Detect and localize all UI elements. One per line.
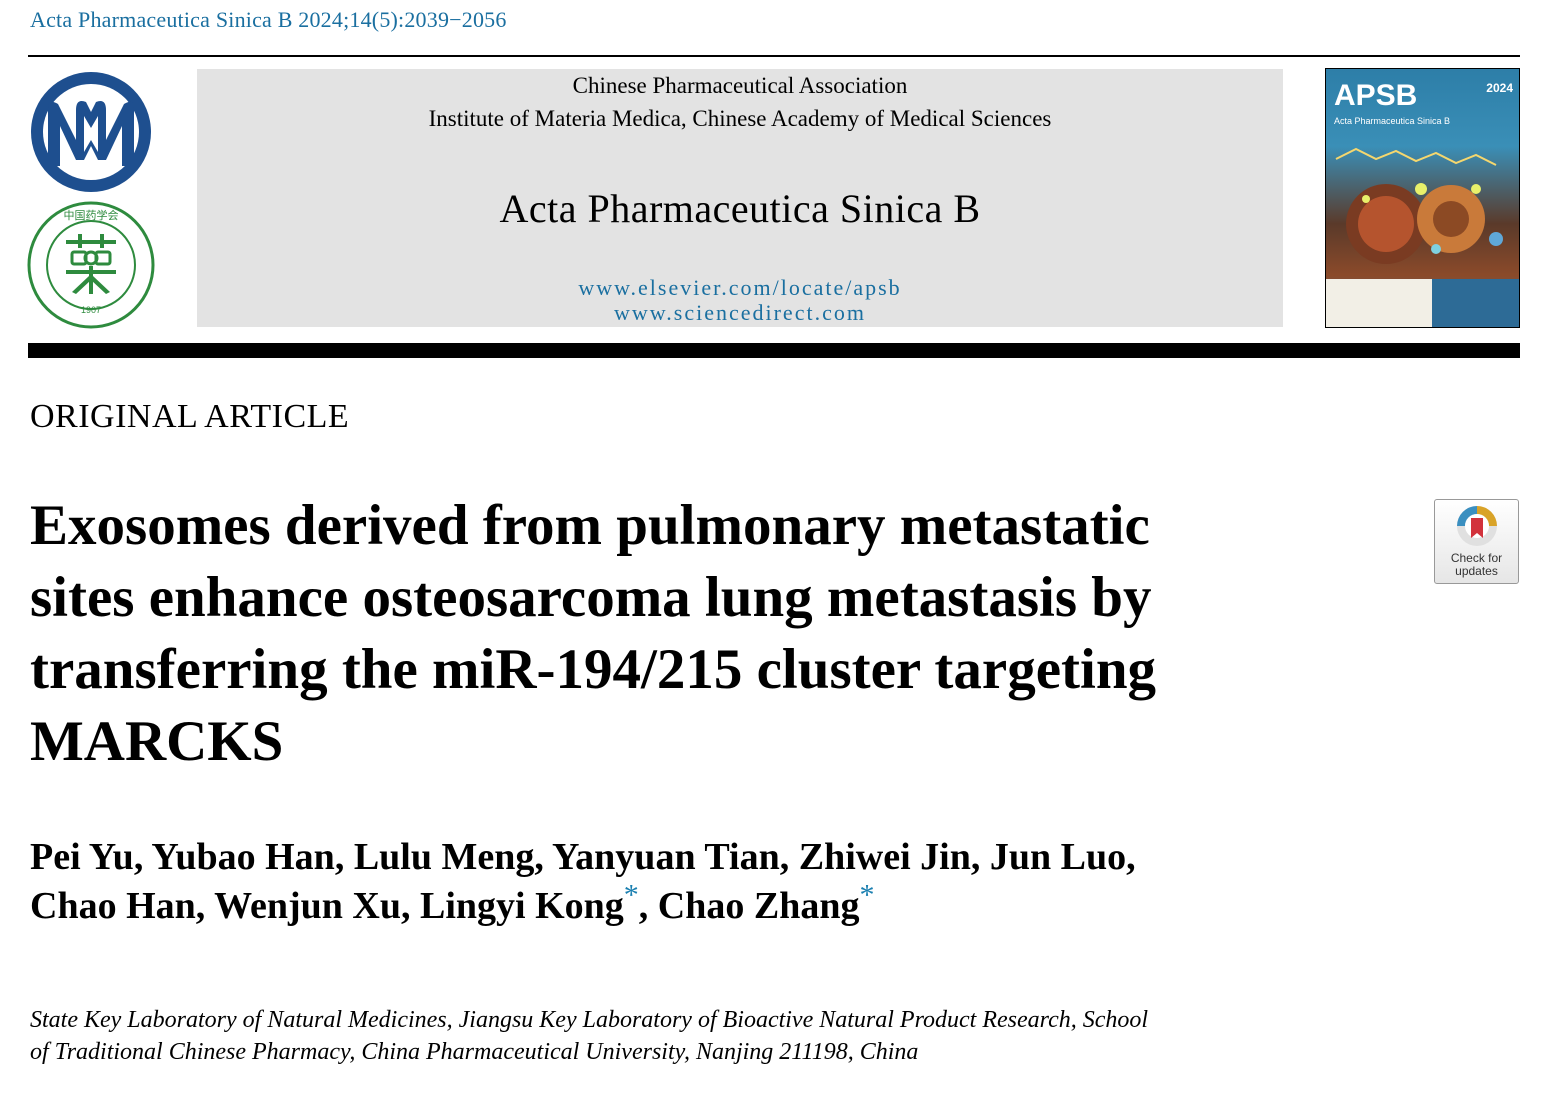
corresponding-author-mark[interactable]: * xyxy=(623,878,639,912)
affiliation-line: of Traditional Chinese Pharmacy, China P… xyxy=(30,1039,919,1065)
cover-illustration xyxy=(1335,147,1503,264)
authors-line: Pei Yu, Yubao Han, Lulu Meng, Yanyuan Ti… xyxy=(30,836,1136,878)
cover-subtitle: Acta Pharmaceutica Sinica B xyxy=(1334,116,1451,126)
cover-logo: APSB xyxy=(1334,79,1418,112)
check-for-updates-label: Check for updates xyxy=(1450,551,1503,578)
authors-line: Chao Han, Wenjun Xu, Lingyi Kong*, Chao … xyxy=(30,878,875,927)
elsevier-link[interactable]: www.elsevier.com/locate/apsb xyxy=(578,275,902,300)
title-line: MARCKS xyxy=(30,710,284,773)
header-divider xyxy=(28,343,1520,358)
journal-name: Acta Pharmaceutica Sinica B xyxy=(499,186,981,231)
article-type: ORIGINAL ARTICLE xyxy=(30,398,350,435)
affiliation-line: State Key Laboratory of Natural Medicine… xyxy=(30,1007,1149,1033)
publisher-logos: 1907 中国药学会 xyxy=(26,68,156,330)
svg-text:中国药学会: 中国药学会 xyxy=(64,208,119,222)
title-line: transferring the miR-194/215 cluster tar… xyxy=(30,638,1157,701)
association-name: Chinese Pharmaceutical Association xyxy=(572,73,908,98)
journal-masthead: Chinese Pharmaceutical Association Insti… xyxy=(197,69,1283,327)
article-title: Exosomes derived from pulmonary metastat… xyxy=(30,490,1250,778)
institute-name: Institute of Materia Medica, Chinese Aca… xyxy=(428,106,1052,131)
top-divider xyxy=(28,55,1520,57)
chinese-pharmaceutical-association-seal-icon: 1907 中国药学会 xyxy=(27,201,155,329)
affiliation: State Key Laboratory of Natural Medicine… xyxy=(30,1004,1280,1068)
crossmark-icon xyxy=(1457,506,1497,546)
journal-citation: Acta Pharmaceutica Sinica B 2024;14(5):2… xyxy=(30,7,507,32)
title-line: sites enhance osteosarcoma lung metastas… xyxy=(30,566,1152,629)
cover-footer-band xyxy=(1432,279,1519,327)
journal-cover-image: APSB Acta Pharmaceutica Sinica B 2024 xyxy=(1325,68,1520,328)
svg-text:1907: 1907 xyxy=(81,305,101,315)
imm-logo-icon xyxy=(31,72,151,192)
cover-year: 2024 xyxy=(1486,81,1513,95)
author-list: Pei Yu, Yubao Han, Lulu Meng, Yanyuan Ti… xyxy=(30,833,1300,931)
sciencedirect-link[interactable]: www.sciencedirect.com xyxy=(614,300,866,325)
title-line: Exosomes derived from pulmonary metastat… xyxy=(30,494,1150,557)
check-for-updates-button[interactable]: Check for updates xyxy=(1434,499,1519,584)
corresponding-author-mark[interactable]: * xyxy=(859,878,875,912)
